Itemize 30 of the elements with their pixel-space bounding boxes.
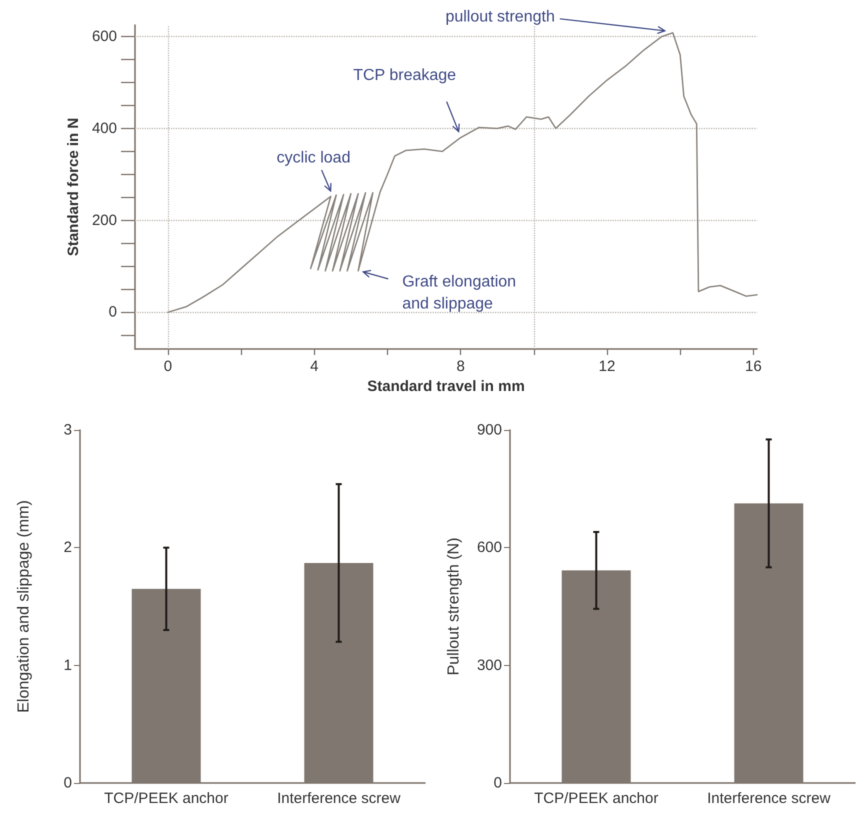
line-series: [167, 32, 758, 313]
y-tick-label: 400: [92, 120, 117, 137]
y-tick-label: 200: [92, 212, 117, 229]
y-axis-title: Elongation and slippage (mm): [16, 500, 32, 713]
x-tick-label: 4: [310, 358, 318, 375]
y-tick-label: 300: [476, 656, 502, 674]
y-tick-label: 900: [476, 422, 502, 438]
x-tick-label: TCP/PEEK anchor: [534, 790, 658, 807]
x-tick-label: 12: [598, 358, 616, 375]
y-tick-label: 0: [494, 774, 502, 792]
y-tick-label: 600: [476, 539, 502, 556]
y-tick-label: 3: [64, 422, 72, 438]
x-tick-label: 8: [456, 358, 465, 375]
x-tick-label: 16: [744, 358, 762, 375]
x-tick-label: 0: [164, 358, 172, 375]
y-axis-title: Pullout strength (N): [446, 538, 462, 676]
x-axis-title: Standard travel in mm: [367, 378, 525, 395]
y-tick-label: 600: [92, 28, 117, 45]
annotation: Graft elongation and slippage: [402, 273, 516, 312]
annotation: TCP breakage: [353, 67, 456, 84]
annotation: pullout strength: [445, 8, 555, 26]
y-tick-label: 0: [64, 774, 72, 792]
y-tick-label: 0: [108, 304, 117, 321]
x-tick-label: TCP/PEEK anchor: [104, 790, 228, 807]
x-tick-label: Interference screw: [277, 790, 401, 807]
y-tick-label: 2: [64, 539, 72, 556]
x-tick-label: Interference screw: [707, 790, 831, 807]
annotation: cyclic load: [276, 150, 350, 167]
y-axis-title: Standard force in N: [65, 118, 82, 256]
y-tick-label: 1: [64, 656, 72, 674]
